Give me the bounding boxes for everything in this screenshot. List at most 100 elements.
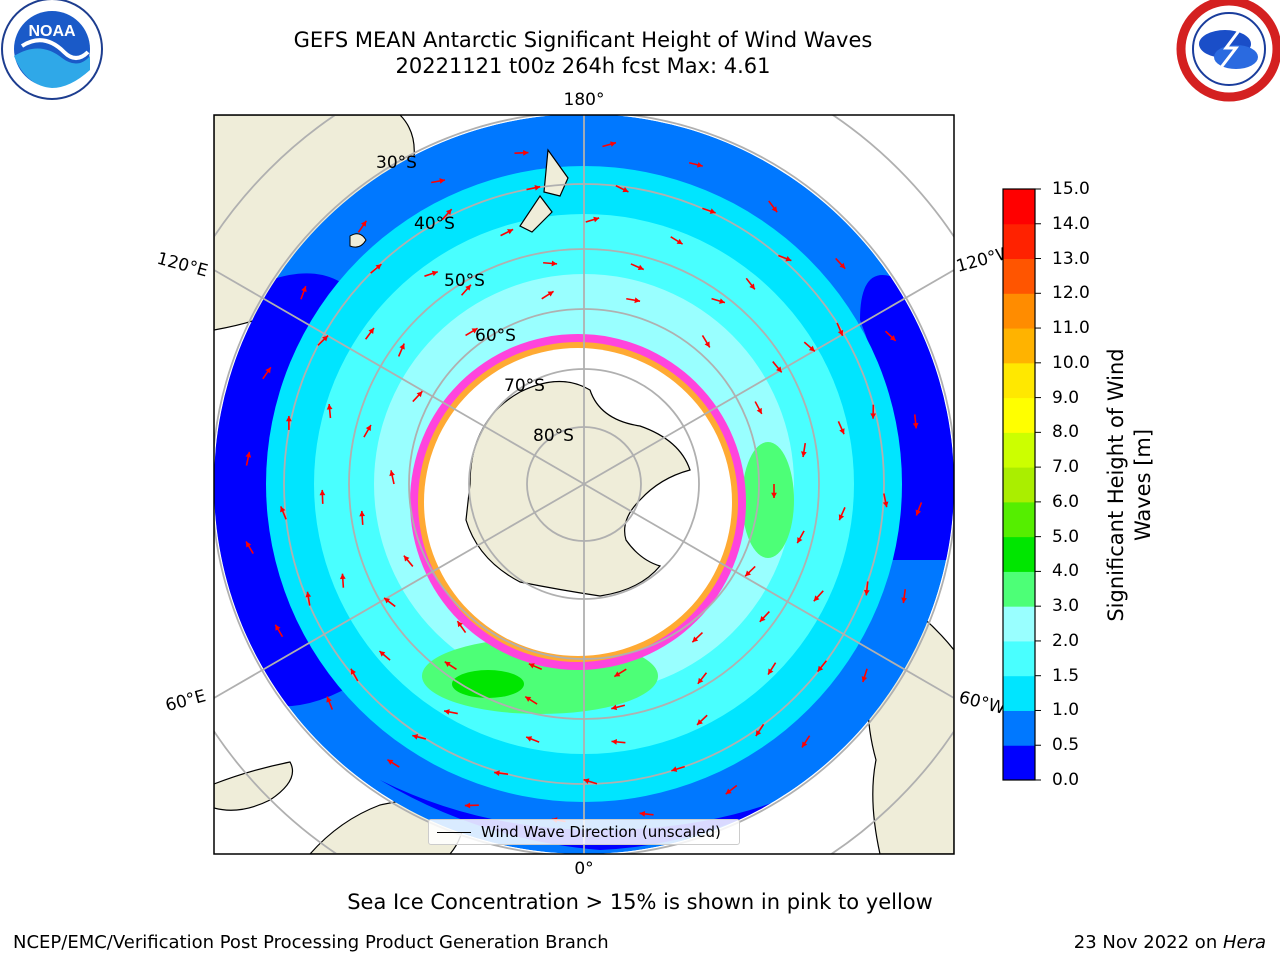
wind-wave-arrowhead [671,766,678,772]
colorbar-title-line2: Waves [m] [1131,428,1155,542]
wind-wave-arrowhead [286,415,292,422]
colorbar-segment [1003,467,1035,503]
wind-wave-arrowhead [444,709,450,715]
wind-wave-arrowhead [697,677,704,684]
lon-label-120e: 120°E [155,249,210,282]
wind-wave-arrowhead [301,286,307,293]
wind-wave-arrowhead [528,663,535,669]
colorbar-segment [1003,640,1035,677]
wind-wave-arrowhead [384,597,391,604]
wind-wave-arrowhead [245,451,252,458]
wind-wave-arrowhead [275,624,281,631]
wind-wave-arrowhead [771,206,778,213]
colorbar-segment [1003,397,1035,433]
wind-wave-arrowhead [379,651,386,657]
wind-wave-arrowhead [697,719,703,725]
colorbar-tick-label: 10.0 [1052,352,1090,373]
wind-wave-arrowhead [639,810,646,817]
wind-wave-arrowhead [431,270,438,277]
wind-wave-arrowhead [901,597,907,604]
colorbar-tick-label: 1.0 [1052,700,1080,721]
wind-wave-arrowhead [709,208,716,214]
colorbar-tick-label: 3.0 [1052,596,1080,617]
footer-caption: Sea Ice Concentration > 15% is shown in … [347,890,933,914]
wind-wave-arrowhead [614,671,621,677]
graticule [214,115,954,854]
colorbar-title: Significant Height of Wind Waves [m] [1103,348,1157,621]
wind-wave-arrowhead [445,209,452,216]
wind-wave-arrowhead [719,298,725,304]
wind-wave-arrowhead [507,229,514,235]
wind-wave-arrowhead [464,802,471,809]
lon-label-180: 180° [564,90,605,110]
colorbar-tick-label: 13.0 [1052,248,1090,269]
wind-wave-arrowhead [611,704,618,711]
wind-wave-arrowhead [692,636,699,643]
wind-wave-arrowhead [326,696,332,703]
colorbar-tick-label: 7.0 [1052,457,1080,478]
land-africa [214,761,294,811]
wind-wave-arrowhead [839,428,845,435]
wind-wave-arrowhead [305,591,312,598]
wind-wave-arrowhead [465,284,471,291]
lat-label-50s: 50°S [444,271,485,291]
wind-wave-arrowhead [365,424,371,431]
wind-wave-arrowhead [912,422,919,429]
wind-wave-arrowhead [839,262,846,269]
colorbar-segment [1003,258,1035,294]
wind-wave-arrowhead [745,570,751,577]
footer-date-text: 23 Nov 2022 on [1073,932,1223,953]
lat-label-60s: 60°S [475,326,516,346]
colorbar-tick-label: 1.5 [1052,665,1080,686]
lon-label-60w: 60°W [957,688,1008,720]
colorbar-tick-label: 5.0 [1052,526,1080,547]
wind-wave-arrowhead [439,178,445,184]
colorbar-segment [1003,189,1035,225]
wind-wave-arrowhead [265,367,271,374]
land-new-zealand [519,148,569,233]
colorbar-segment [1003,675,1035,711]
lat-label-80s: 80°S [533,426,574,446]
colorbar-tick-label: 2.0 [1052,630,1080,651]
map-subtitle: 20221121 t00z 264h fcst Max: 4.61 [395,54,771,78]
wind-wave-arrowhead [676,238,683,245]
lat-label-40s: 40°S [414,214,455,234]
land-tasmania [349,233,367,248]
colorbar-segment [1003,432,1035,468]
waves-green-right [742,442,794,558]
wind-wave-arrowhead [797,537,803,544]
wind-wave-arrowhead [389,470,395,477]
footer-credit: NCEP/EMC/Verification Post Processing Pr… [13,932,609,953]
wind-wave-arrowhead [534,184,541,191]
nws-logo [1176,0,1280,102]
colorbar-segment [1003,328,1035,364]
colorbar [1003,188,1041,781]
lon-label-0: 0° [574,859,593,879]
wind-wave-arrowhead [776,366,782,373]
wind-wave-arrowhead [882,501,889,508]
wind-wave-arrowhead [915,509,921,516]
waves-green-bottom-core [452,670,524,698]
wind-wave-arrowhead [326,404,333,410]
colorbar-tick-label: 6.0 [1052,491,1080,512]
wind-wave-arrowhead [322,335,328,342]
noaa-logo-text: NOAA [28,23,76,40]
wind-wave-arrowhead [889,335,896,341]
colorbar-title-line1: Significant Height of Wind [1104,348,1128,622]
wind-wave-arrowhead [471,328,478,334]
wind-wave-arrowhead [817,665,824,672]
wind-wave-arrowhead [813,595,820,602]
wind-wave-arrowhead [785,256,792,262]
wind-wave-arrowhead [319,489,326,496]
wind-wave-arrowhead [837,329,844,336]
wind-wave-arrowhead [756,407,762,414]
colorbar-segment [1003,710,1035,746]
wind-wave-arrowhead [523,149,529,156]
wind-wave-arrowhead [583,778,590,784]
land-antarctica [465,380,691,597]
wind-wave-arrowhead [526,736,533,742]
wind-wave-arrowhead [593,216,600,223]
wind-wave-arrowhead [403,555,410,562]
wind-wave-arrowhead [768,668,774,675]
wind-wave-arrowhead [399,343,405,350]
